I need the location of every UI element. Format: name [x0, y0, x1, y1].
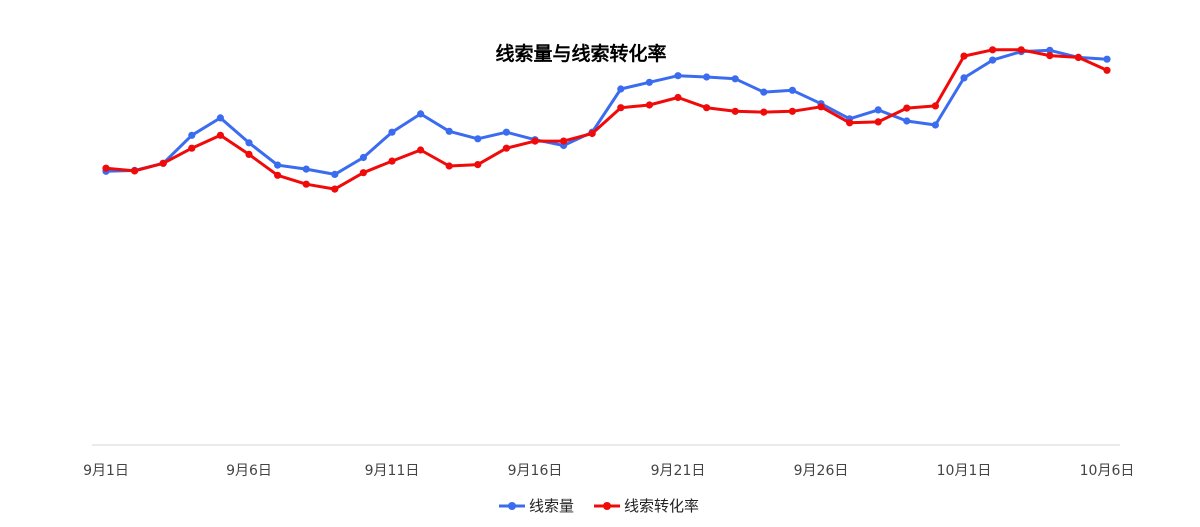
- series-1-point: [931, 121, 940, 129]
- series-2-point: [188, 144, 196, 152]
- series-2-point: [588, 129, 596, 138]
- series-2-point: [760, 108, 768, 116]
- series-2-point: [674, 93, 682, 102]
- series-2-point: [331, 185, 339, 193]
- series-2-point: [417, 146, 425, 154]
- x-tick-label: 9月1日: [83, 463, 129, 479]
- series-2-point: [989, 46, 997, 54]
- series-2-point: [359, 169, 367, 177]
- series-layer: [102, 46, 1111, 193]
- series-1-point: [474, 135, 482, 143]
- series-2-point: [474, 161, 482, 169]
- series-2-point: [560, 137, 568, 145]
- series-1-point: [645, 78, 654, 86]
- series-2-point: [874, 118, 882, 126]
- series-2-point: [645, 101, 654, 109]
- x-tick-label: 9月21日: [651, 463, 706, 479]
- series-1-point: [903, 117, 911, 125]
- series-2-point: [703, 104, 711, 112]
- series-2-point: [502, 144, 510, 152]
- series-2-point: [846, 119, 854, 127]
- series-2-point: [245, 150, 253, 158]
- x-tick-label: 10月6日: [1080, 463, 1135, 479]
- series-2-point: [388, 157, 396, 165]
- series-2-point: [302, 180, 310, 188]
- series-1-point: [188, 131, 196, 139]
- series-1-point: [445, 127, 453, 135]
- series-1-point: [760, 88, 768, 96]
- series-2-point: [1046, 52, 1054, 60]
- series-1-point: [989, 56, 997, 64]
- series-2-point: [617, 104, 625, 112]
- x-tick-label: 9月26日: [794, 463, 849, 479]
- legend-swatch-marker: [603, 502, 611, 510]
- series-2-point: [1074, 53, 1082, 62]
- series-2-line: [104, 48, 1109, 191]
- series-2-point: [817, 103, 825, 111]
- series-1-point: [302, 165, 310, 173]
- series-2-point: [960, 52, 968, 60]
- legend-swatch-marker: [508, 502, 516, 510]
- series-2-point: [274, 171, 282, 179]
- series-1-point: [674, 72, 682, 80]
- series-2-point: [216, 131, 224, 139]
- series-1-point: [388, 128, 396, 136]
- legend-label: 线索转化率: [624, 497, 699, 515]
- series-2-point: [159, 159, 167, 167]
- series-1-point: [788, 86, 797, 94]
- series-1-point: [245, 139, 253, 147]
- series-1-point: [274, 161, 282, 169]
- series-1-point: [617, 85, 625, 93]
- x-tick-label: 9月11日: [365, 463, 420, 479]
- legend-item-2: 线索转化率: [594, 497, 699, 515]
- legend-label: 线索量: [529, 497, 574, 515]
- series-1-point: [216, 114, 224, 122]
- legend: 线索量 线索转化率: [499, 497, 699, 515]
- series-1-point: [502, 128, 510, 136]
- series-2-point: [445, 162, 453, 170]
- series-1-point: [874, 106, 882, 114]
- series-2-point: [931, 102, 940, 110]
- series-1-point: [703, 73, 711, 81]
- series-2-point: [788, 107, 797, 115]
- x-axis-ticks: 9月1日 9月6日 9月11日 9月16日 9月21日 9月26日 10月1日 10月6日: [83, 463, 1134, 479]
- series-2-point: [731, 107, 739, 115]
- series-2-point: [531, 137, 539, 145]
- series-1-point: [359, 153, 367, 162]
- series-2: [102, 46, 1111, 193]
- series-1-point: [331, 170, 339, 178]
- x-tick-label: 9月16日: [508, 463, 563, 479]
- chart-title: 线索量与线索转化率: [495, 42, 666, 65]
- legend-item-1: 线索量: [499, 497, 574, 515]
- series-2-point: [1103, 66, 1111, 74]
- series-1-point: [417, 110, 425, 118]
- series-1-point: [960, 74, 968, 82]
- series-1-point: [1103, 55, 1111, 63]
- series-2-point: [102, 164, 110, 172]
- series-2-point: [903, 104, 911, 112]
- x-tick-label: 9月6日: [226, 463, 272, 479]
- x-tick-label: 10月1日: [937, 463, 992, 479]
- series-1-point: [1046, 46, 1054, 54]
- series-1-point: [731, 75, 739, 83]
- series-1-line: [104, 48, 1109, 176]
- series-2-point: [1017, 46, 1025, 54]
- series-2-point: [131, 167, 139, 175]
